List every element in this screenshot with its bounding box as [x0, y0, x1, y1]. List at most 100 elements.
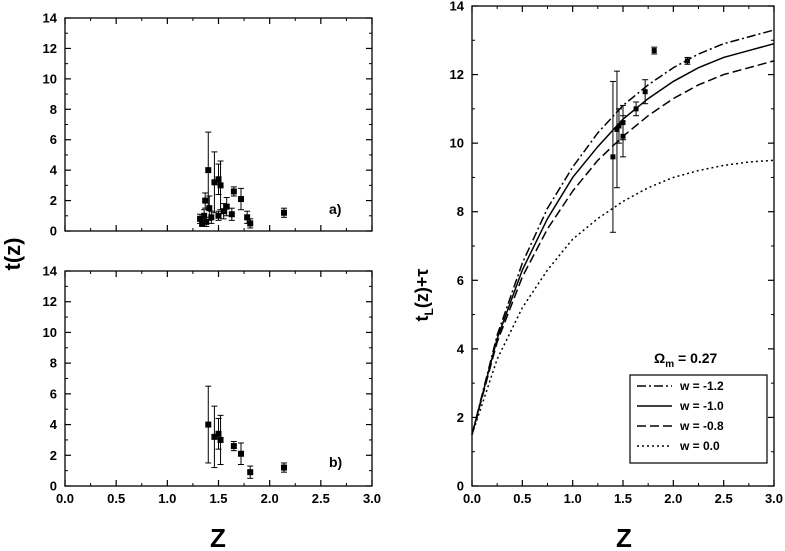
panel-a-y-tick-label: 0: [50, 224, 57, 239]
panel-c-data-point: [651, 48, 657, 54]
panel-b-x-tick-label: 1.0: [158, 491, 176, 506]
panel-a-data-point: [223, 203, 230, 210]
panel-b-x-tick-label: 2.0: [261, 491, 279, 506]
panel-c-y-tick-label: 2: [457, 410, 464, 425]
panel-c-y-tick-label: 4: [457, 341, 465, 356]
panel-b-y-tick-label: 0: [50, 479, 57, 494]
panel-a-data-point: [215, 212, 222, 219]
legend-label-3: w = 0.0: [679, 439, 720, 453]
panel-b-x-tick-label: 2.5: [312, 491, 330, 506]
panel-c: 0.0 0.5 1.0 1.5 2.0 2.5 3.0 0 2 4 6 8 10 12 14 Ωm = 0…: [450, 0, 784, 506]
panel-c-y-tick-label: 0: [457, 479, 464, 494]
panel-b-y-tick-label: 14: [43, 264, 58, 279]
panel-a-data-point: [206, 205, 213, 212]
panel-a-label: a): [329, 201, 341, 217]
panel-a-data-point: [247, 220, 254, 227]
legend-label-2: w = -0.8: [679, 419, 724, 433]
panel-b-data-point: [230, 443, 237, 450]
panel-b-points: [205, 385, 287, 479]
panel-b: 0.0 0.5 1.0 1.5 2.0 2.5 3.0 0 2 4 6 8 10 12 14 b): [43, 264, 382, 507]
panel-a-data-point: [238, 196, 245, 203]
omega-annotation: Ωm = 0.27: [654, 350, 718, 370]
panel-c-y-tick-label: 6: [457, 273, 464, 288]
panel-b-data-point: [215, 430, 222, 437]
left-y-axis-label: t(z): [0, 238, 25, 271]
panel-b-y-tick-label: 12: [43, 294, 57, 309]
panel-a-data-point: [199, 220, 206, 227]
panel-b-y-ticks: 0 2 4 6 8 10 12 14: [43, 264, 372, 494]
right-x-axis-label: Z: [616, 523, 632, 551]
right-y-axis-label: tL(z)+τ: [412, 269, 436, 322]
panel-c-x-tick-label: 0.0: [463, 491, 481, 506]
panel-a-data-point: [202, 197, 209, 204]
panel-a-y-tick-label: 10: [43, 71, 57, 86]
panel-a-data-point: [201, 212, 208, 219]
legend: w = -1.2 w = -1.0 w = -0.8 w = 0.0: [629, 374, 768, 464]
panel-a-data-point: [220, 208, 227, 215]
panel-b-data-point: [211, 433, 218, 440]
panel-b-y-tick-label: 2: [50, 448, 57, 463]
panel-b-data-point: [217, 436, 224, 443]
panel-c-data-point: [614, 126, 620, 132]
panel-c-x-ticks: 0.0 0.5 1.0 1.5 2.0 2.5 3.0: [463, 6, 783, 506]
panel-c-data-point: [610, 154, 616, 160]
panel-a-y-tick-label: 6: [50, 132, 57, 147]
panel-a-x-ticks: [64, 18, 373, 231]
panel-b-x-tick-label: 3.0: [363, 491, 381, 506]
panel-b-y-tick-label: 6: [50, 386, 57, 401]
panel-c-x-tick-label: 0.5: [513, 491, 531, 506]
panel-b-x-tick-label: 1.5: [209, 491, 227, 506]
curve-series-0: [471, 29, 775, 435]
panel-a-y-tick-label: 14: [43, 11, 58, 26]
panel-b-label: b): [329, 454, 342, 470]
panel-b-x-ticks: 0.0 0.5 1.0 1.5 2.0 2.5 3.0: [56, 271, 381, 506]
panel-c-y-tick-label: 10: [450, 136, 464, 151]
panel-a-data-point: [280, 209, 287, 216]
panel-a-data-point: [208, 214, 215, 221]
panel-a-data-point: [244, 214, 251, 221]
panel-a: 0 2 4 6 8 10 12 14 a): [43, 11, 373, 239]
panel-b-data-point: [238, 450, 245, 457]
panel-c-y-tick-label: 8: [457, 204, 464, 219]
legend-box: [629, 374, 768, 464]
panel-c-data-point: [642, 89, 648, 95]
panel-b-y-tick-label: 4: [50, 417, 58, 432]
panel-b-data-point: [247, 469, 254, 476]
panel-a-data-point: [205, 167, 212, 174]
panel-c-data-point: [616, 123, 622, 129]
panel-b-y-tick-label: 10: [43, 325, 57, 340]
panel-c-y-ticks: 0 2 4 6 8 10 12 14: [450, 0, 774, 494]
panel-a-y-ticks: 0 2 4 6 8 10 12 14: [43, 11, 372, 239]
panel-c-y-tick-label: 12: [450, 67, 464, 82]
panel-b-data-point: [280, 464, 287, 471]
panel-c-data-point: [684, 58, 690, 64]
panel-a-y-tick-label: 12: [43, 41, 57, 56]
panel-b-x-tick-label: 0.0: [56, 491, 74, 506]
left-x-axis-label: Z: [210, 523, 226, 551]
panel-a-y-tick-label: 2: [50, 193, 57, 208]
panel-a-data-point: [197, 215, 204, 222]
panel-a-y-tick-label: 4: [50, 163, 58, 178]
legend-label-0: w = -1.2: [679, 379, 724, 393]
panel-a-data-point: [215, 176, 222, 183]
panel-a-data-point: [217, 182, 224, 189]
panel-a-y-tick-label: 8: [50, 102, 57, 117]
panel-a-data-point: [228, 211, 235, 218]
panel-b-data-point: [205, 421, 212, 428]
panel-a-data-point: [211, 179, 218, 186]
panel-c-data-point: [620, 133, 626, 139]
legend-label-1: w = -1.0: [679, 399, 724, 413]
panel-c-y-tick-label: 14: [450, 0, 465, 14]
panel-c-x-tick-label: 3.0: [765, 491, 783, 506]
panel-c-x-tick-label: 2.0: [664, 491, 682, 506]
panel-a-points: [197, 131, 287, 229]
curve-series-3: [471, 159, 775, 435]
panel-c-data-point: [633, 106, 639, 112]
panel-a-data-point: [230, 188, 237, 195]
panel-c-x-tick-label: 1.5: [614, 491, 632, 506]
panel-c-points: [609, 46, 691, 233]
panel-c-x-tick-label: 2.5: [715, 491, 733, 506]
panel-a-data-point: [203, 218, 210, 225]
